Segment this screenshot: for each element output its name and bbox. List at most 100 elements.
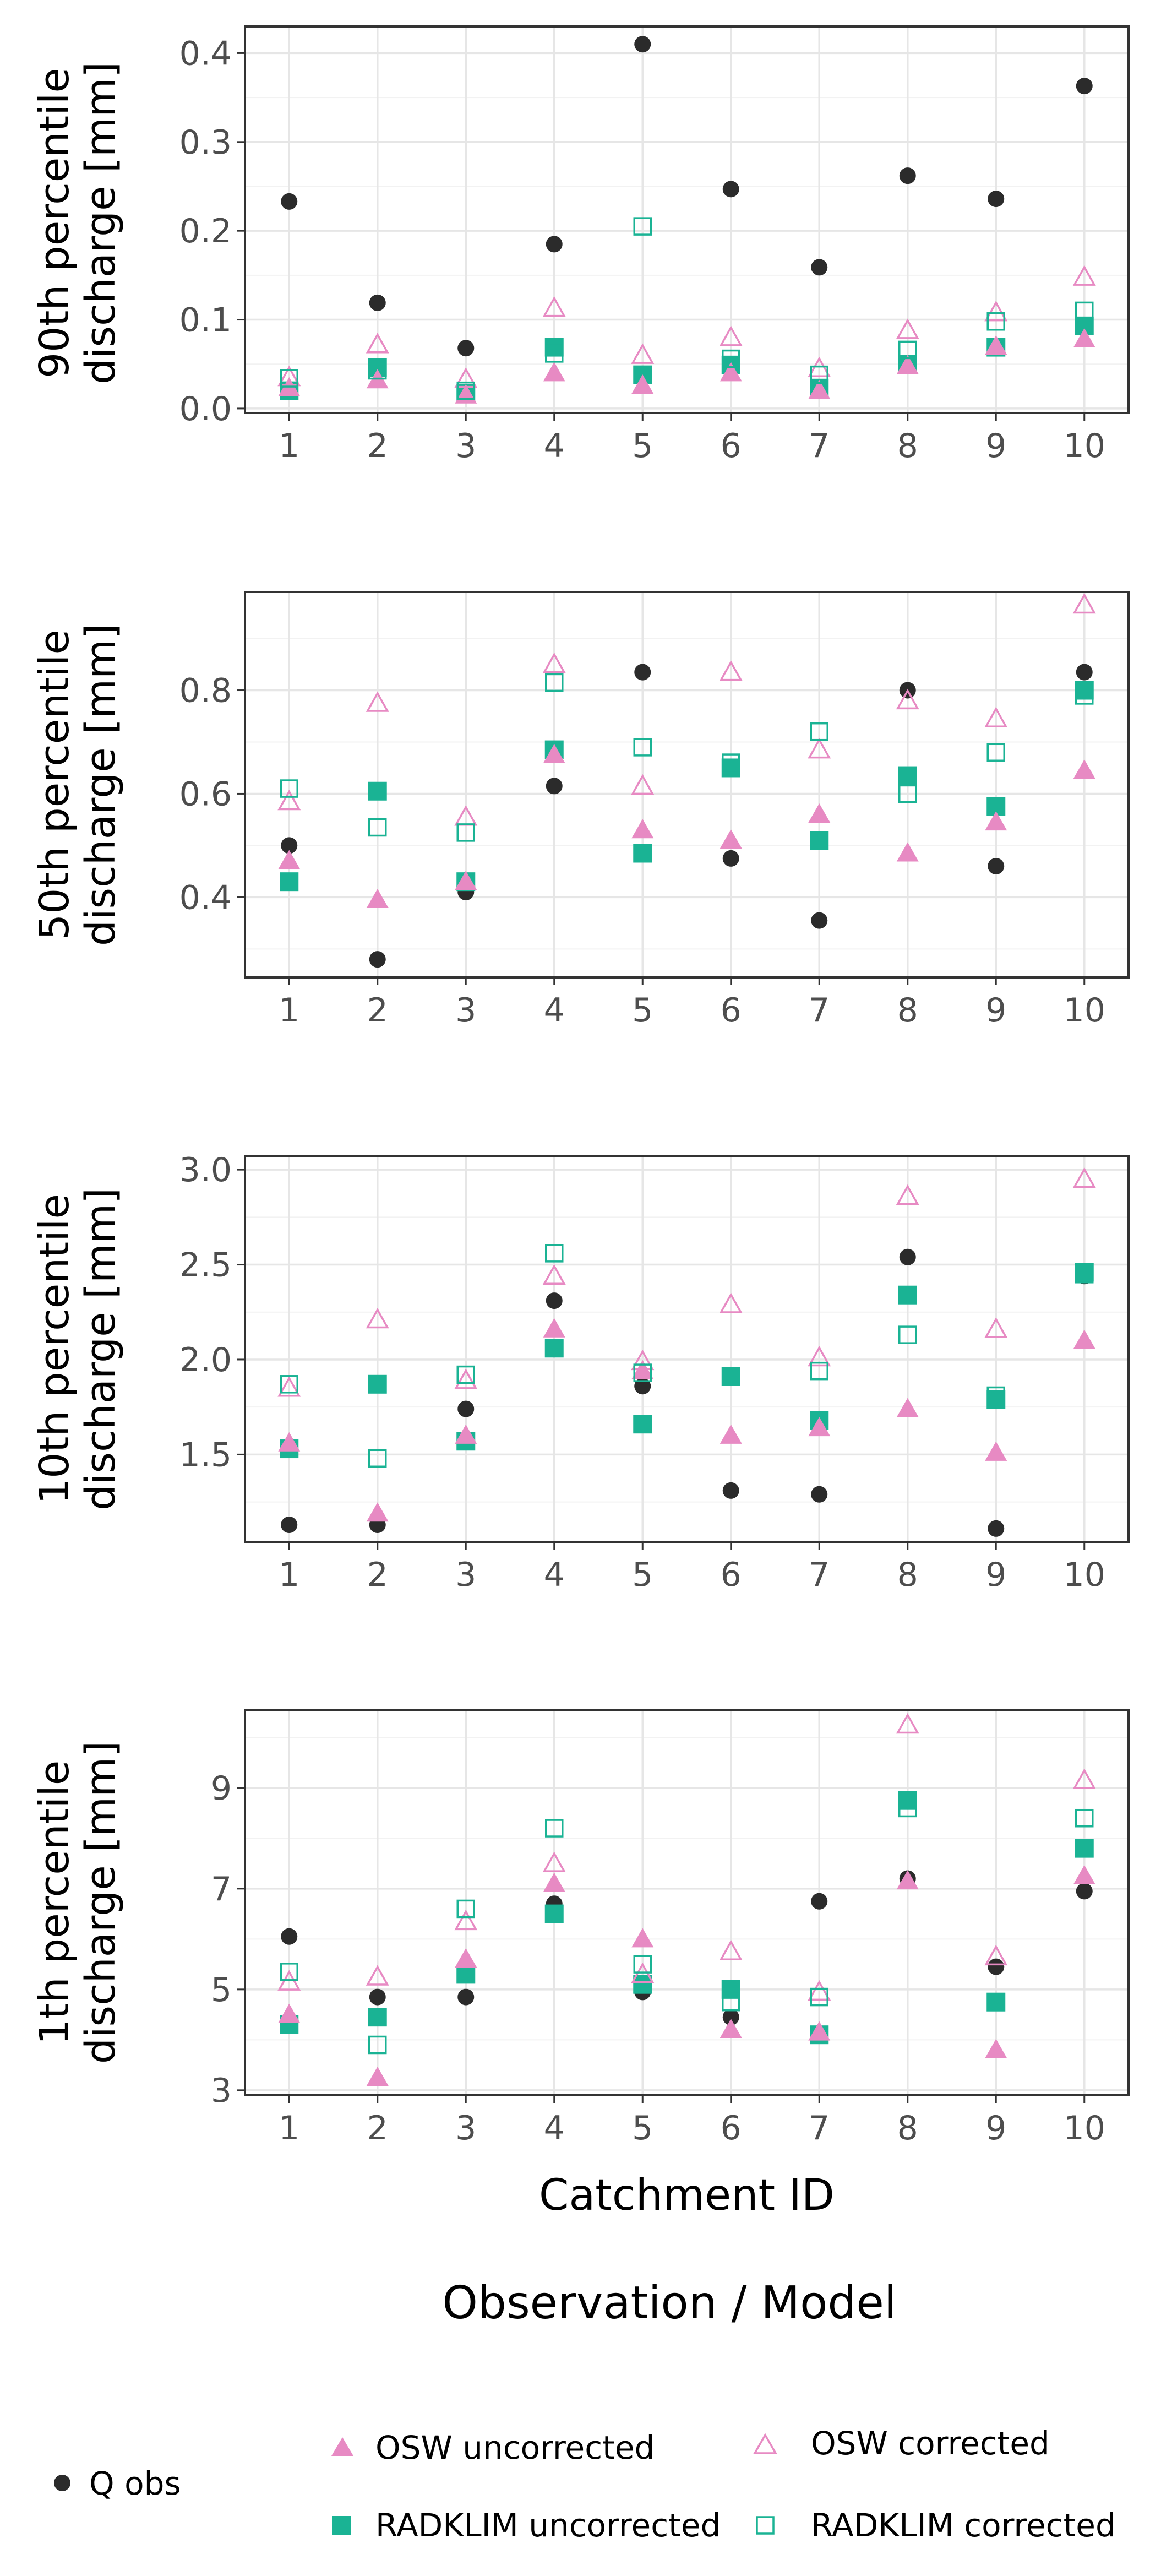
point-q-obs-2 (369, 294, 386, 311)
point-q-obs-9 (988, 1958, 1005, 1975)
point-radklim-corrected-9 (986, 312, 1005, 331)
point-osw-uncorrected-9 (985, 811, 1007, 831)
point-osw-corrected-5 (631, 343, 655, 364)
y-tick-label: 3 (211, 2072, 232, 2110)
legend-key-osw-corrected (753, 2433, 778, 2454)
point-radklim-corrected-10 (1075, 1265, 1094, 1284)
point-q-obs-9 (988, 857, 1005, 874)
point-osw-corrected-8 (896, 688, 919, 710)
point-osw-uncorrected-7 (808, 803, 831, 823)
legend-label-osw-corrected: OSW corrected (811, 2425, 1050, 2462)
point-osw-corrected-2 (366, 691, 389, 712)
point-osw-corrected-8 (896, 318, 919, 339)
x-tick-label: 3 (455, 991, 476, 1030)
x-tick-label: 2 (367, 2109, 388, 2148)
point-radklim-uncorrected-1 (280, 872, 299, 892)
point-osw-corrected-6 (719, 1939, 743, 1960)
point-osw-corrected-3 (454, 1368, 478, 1389)
y-axis-title-line-2: discharge [mm] (77, 1741, 124, 2064)
legend-key-osw-uncorrected (331, 2437, 353, 2456)
y-axis-title-line-1: 1th percentile (31, 1760, 78, 2045)
y-tick-label: 7 (211, 1870, 232, 1909)
point-radklim-corrected-8 (898, 340, 917, 360)
legend-label-q-obs: Q obs (89, 2465, 181, 2502)
point-radklim-uncorrected-2 (368, 1374, 387, 1394)
point-osw-uncorrected-7 (808, 379, 831, 399)
point-osw-corrected-6 (719, 325, 743, 346)
x-tick-label: 4 (544, 2109, 565, 2148)
legend-item-q-obs: Q obs (54, 2465, 181, 2502)
x-tick-label: 1 (279, 1556, 299, 1594)
point-osw-corrected-10 (1072, 265, 1096, 286)
point-osw-corrected-4 (542, 1851, 566, 1872)
point-radklim-corrected-9 (986, 1386, 1005, 1405)
point-q-obs-1 (281, 1928, 298, 1945)
point-q-obs-6 (722, 2009, 739, 2026)
series-osw-uncorrected (278, 328, 1095, 404)
point-radklim-corrected-5 (633, 738, 652, 757)
point-radklim-corrected-4 (545, 344, 564, 363)
point-radklim-corrected-6 (722, 349, 740, 368)
point-osw-uncorrected-10 (1073, 1329, 1095, 1349)
x-tick-label: 9 (985, 2109, 1006, 2148)
x-tick-label: 3 (455, 427, 476, 465)
series-osw-uncorrected (278, 743, 1095, 909)
point-radklim-uncorrected-5 (633, 1975, 652, 1994)
point-osw-uncorrected-4 (543, 1318, 565, 1338)
series-radklim-corrected (280, 673, 1094, 842)
point-q-obs-7 (811, 912, 828, 929)
point-osw-corrected-9 (984, 301, 1008, 322)
point-radklim-corrected-1 (280, 369, 298, 388)
point-radklim-corrected-1 (280, 1375, 298, 1394)
point-radklim-corrected-10 (1075, 1808, 1094, 1828)
point-radklim-corrected-2 (368, 361, 387, 380)
x-tick-label: 8 (897, 427, 918, 465)
x-tick-label: 1 (279, 427, 299, 465)
point-radklim-corrected-5 (633, 1955, 652, 1974)
point-radklim-corrected-7 (810, 722, 828, 741)
point-q-obs-9 (988, 191, 1005, 208)
point-osw-corrected-9 (984, 707, 1008, 727)
y-axis-title: 50th percentiledischarge [mm] (31, 623, 124, 946)
y-tick-label: 0.4 (179, 34, 232, 73)
point-radklim-uncorrected-8 (898, 766, 917, 785)
point-osw-corrected-6 (719, 660, 743, 681)
legend-item-osw-uncorrected: OSW uncorrected (331, 2429, 655, 2466)
x-tick-label: 8 (897, 1556, 918, 1594)
point-q-obs-1 (281, 1516, 298, 1533)
series-radklim-uncorrected (280, 316, 1094, 403)
point-q-obs-10 (1076, 78, 1093, 95)
point-q-obs-1 (281, 193, 298, 210)
y-tick-label: 2.0 (179, 1341, 232, 1379)
point-radklim-corrected-5 (633, 217, 652, 236)
point-radklim-uncorrected-9 (986, 1992, 1006, 2012)
point-osw-corrected-9 (984, 1944, 1008, 1966)
y-axis-title: 10th percentiledischarge [mm] (31, 1188, 124, 1510)
y-tick-label: 0.6 (179, 775, 232, 813)
panel-3: 1.5 2.0 2.5 3.0 1 2 3 4 5 6 7 8 9 10 10th percentiledi… (31, 1151, 1130, 1594)
point-osw-uncorrected-3 (455, 1424, 477, 1444)
point-osw-uncorrected-8 (896, 1398, 919, 1417)
point-radklim-uncorrected-10 (1075, 681, 1094, 700)
y-tick-label: 0.2 (179, 212, 232, 251)
point-q-obs-8 (899, 167, 916, 184)
point-osw-uncorrected-6 (720, 2019, 742, 2039)
point-osw-uncorrected-4 (543, 1872, 565, 1892)
point-q-obs-3 (457, 1400, 475, 1417)
y-axis-title-line-2: discharge [mm] (77, 623, 124, 946)
point-radklim-uncorrected-3 (456, 1965, 476, 1984)
point-q-obs-7 (811, 1486, 828, 1503)
point-radklim-corrected-2 (368, 818, 387, 837)
point-radklim-corrected-8 (898, 1798, 917, 1818)
panel-4: 3 5 7 9 1 2 3 4 5 6 7 8 9 10 1th percentiledischarge [… (31, 1709, 1130, 2220)
x-axis-title: Catchment ID (539, 2171, 835, 2220)
legend-item-osw-corrected: OSW corrected (753, 2425, 1050, 2462)
point-q-obs-5 (634, 664, 651, 681)
point-osw-corrected-8 (896, 1184, 919, 1205)
point-osw-uncorrected-5 (631, 374, 654, 394)
point-radklim-uncorrected-6 (721, 1980, 740, 1999)
point-osw-uncorrected-2 (366, 2066, 389, 2086)
x-tick-label: 5 (632, 2109, 653, 2148)
point-q-obs-2 (369, 951, 386, 968)
point-radklim-corrected-1 (280, 1963, 298, 1981)
